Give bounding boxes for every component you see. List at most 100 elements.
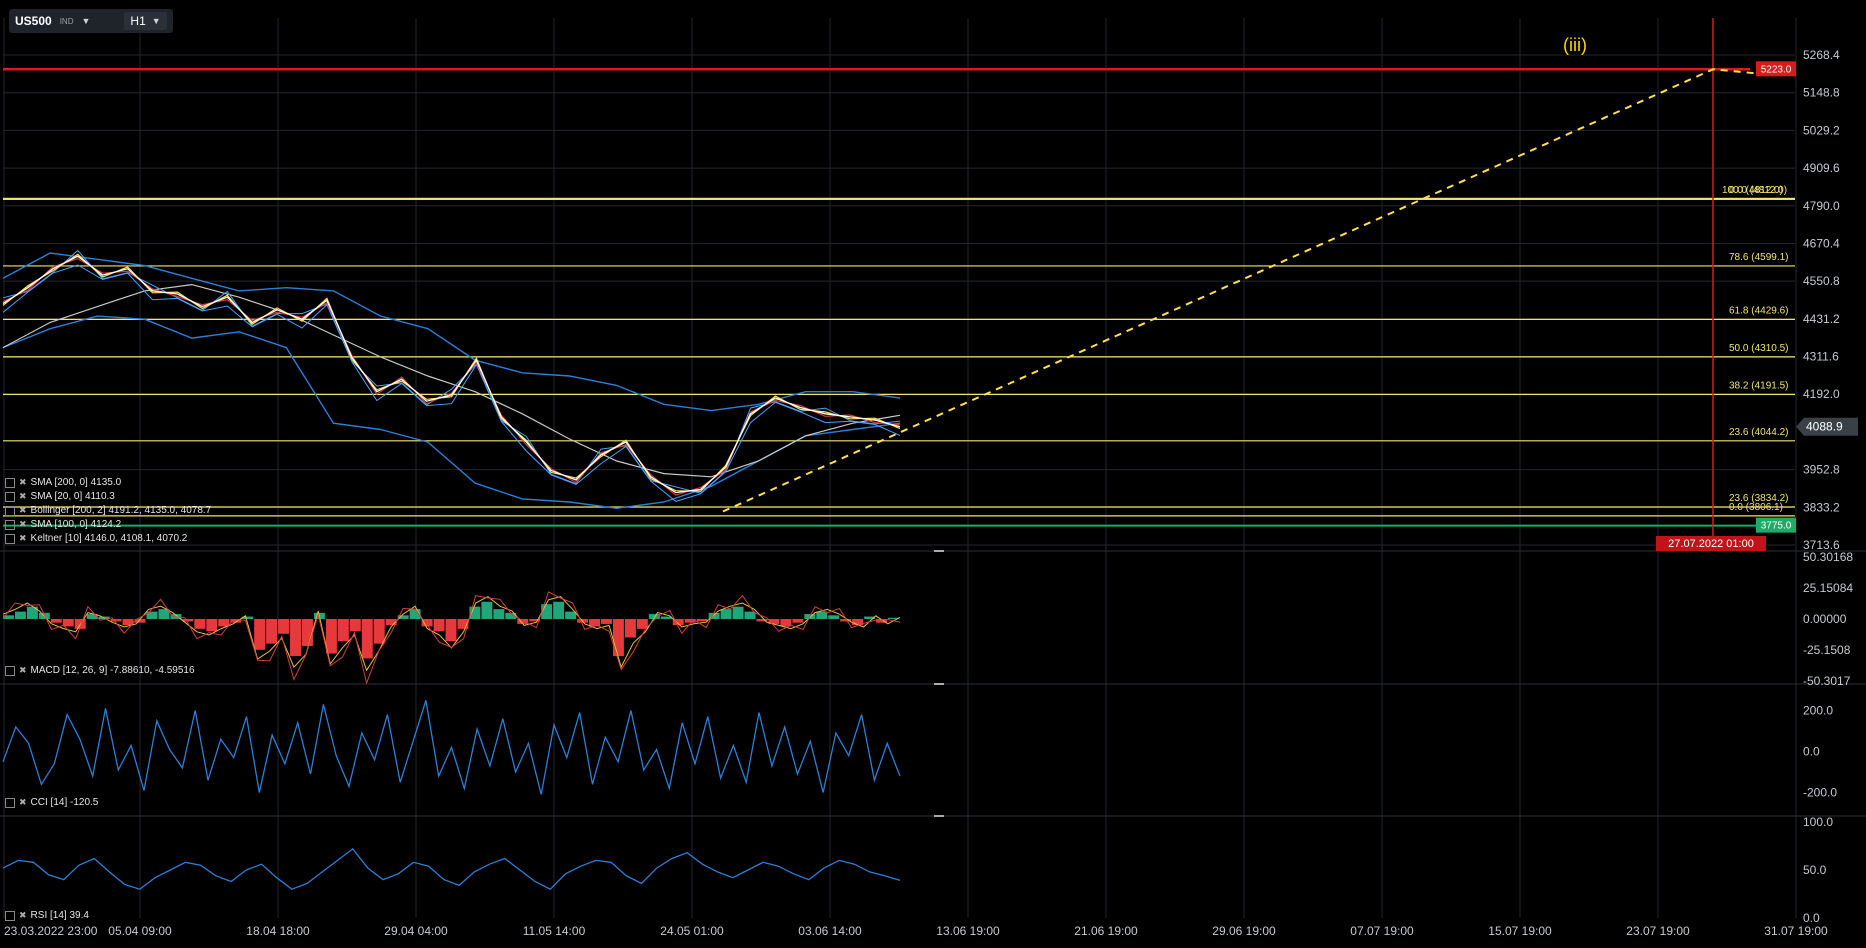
legend-close-icon[interactable]: ✖ bbox=[19, 797, 27, 807]
macd-histogram-bar bbox=[636, 619, 648, 629]
x-tick-label: 07.07 19:00 bbox=[1350, 924, 1414, 938]
current-price-label: 4088.9 bbox=[1806, 420, 1843, 434]
x-tick-label: 18.04 18:00 bbox=[246, 924, 310, 938]
y-tick-label: 4909.6 bbox=[1803, 161, 1840, 175]
cci-y-tick-label: -200.0 bbox=[1803, 786, 1837, 800]
cursor-date-tag bbox=[1656, 536, 1766, 551]
legend-close-icon[interactable]: ✖ bbox=[19, 491, 27, 501]
rsi-line bbox=[2, 847, 901, 890]
macd-histogram-bar bbox=[720, 609, 732, 619]
legend-settings-icon[interactable] bbox=[5, 533, 15, 544]
macd-histogram-bar bbox=[182, 619, 194, 622]
legend-settings-icon[interactable] bbox=[5, 519, 15, 530]
legend-settings-icon[interactable] bbox=[5, 797, 15, 808]
macd-histogram-bar bbox=[469, 606, 481, 619]
sma-20-line bbox=[2, 258, 901, 496]
macd-histogram-bar bbox=[840, 619, 852, 622]
legend-rsi[interactable]: ✖ RSI [14] 39.4 bbox=[5, 910, 89, 921]
fib-level-label: 78.6 (4599.1) bbox=[1729, 252, 1789, 263]
rsi-y-tick-label: 50.0 bbox=[1803, 863, 1827, 877]
macd-histogram-bar bbox=[254, 619, 266, 650]
macd-histogram-bar bbox=[888, 617, 899, 619]
legend-sma-100[interactable]: ✖ SMA [100, 0] 4124.2 bbox=[5, 519, 121, 530]
fib-level-label: 61.8 (4429.6) bbox=[1729, 305, 1789, 316]
target-price-tag bbox=[1756, 61, 1796, 77]
timeframe-label: H1 bbox=[130, 14, 146, 28]
bollinger-upper-line bbox=[2, 252, 901, 412]
current-price-tag bbox=[1796, 417, 1858, 436]
macd-histogram-bar bbox=[624, 619, 636, 638]
legend-macd[interactable]: ✖ MACD [12, 26, 9] -7.88610, -4.59516 bbox=[5, 665, 195, 676]
timeframe-selector[interactable]: H1 ▼ bbox=[124, 12, 167, 30]
macd-histogram-bar bbox=[230, 619, 242, 623]
support-price-tag bbox=[1756, 517, 1796, 533]
macd-histogram-bar bbox=[421, 619, 433, 627]
legend-close-icon[interactable]: ✖ bbox=[19, 665, 27, 675]
legend-label: MACD [12, 26, 9] -7.88610, -4.59516 bbox=[30, 665, 195, 676]
macd-histogram-bar bbox=[86, 614, 98, 619]
macd-y-tick-label: 50.30168 bbox=[1803, 550, 1853, 564]
macd-histogram-bar bbox=[864, 616, 876, 619]
symbol-type: IND bbox=[59, 16, 74, 26]
macd-histogram-bar bbox=[3, 615, 14, 619]
rsi-y-tick-label: 100.0 bbox=[1803, 815, 1833, 829]
price-line bbox=[2, 255, 901, 494]
x-tick-label: 29.04 04:00 bbox=[384, 924, 448, 938]
legend-bollinger[interactable]: ✖ Bollinger [200, 2] 4191.2, 4135.0, 4078… bbox=[5, 505, 211, 516]
x-tick-label: 23.07 19:00 bbox=[1626, 924, 1690, 938]
legend-label: CCI [14] -120.5 bbox=[30, 797, 99, 808]
macd-histogram-bar bbox=[361, 619, 373, 659]
macd-histogram-bar bbox=[768, 619, 780, 624]
macd-histogram-bar bbox=[708, 612, 720, 619]
macd-histogram-bar bbox=[529, 619, 541, 622]
cci-line bbox=[2, 700, 901, 795]
legend-close-icon[interactable]: ✖ bbox=[19, 910, 27, 920]
macd-histogram-bar bbox=[158, 609, 170, 619]
x-tick-label: 21.06 19:00 bbox=[1074, 924, 1138, 938]
macd-histogram-bar bbox=[744, 611, 756, 619]
macd-histogram-bar bbox=[517, 619, 529, 624]
legend-close-icon[interactable]: ✖ bbox=[19, 477, 27, 487]
macd-histogram-bar bbox=[696, 619, 708, 622]
macd-histogram-bar bbox=[589, 619, 600, 627]
y-tick-label: 4192.0 bbox=[1803, 387, 1840, 401]
symbol-name[interactable]: US500 bbox=[15, 14, 52, 28]
legend-label: Bollinger [200, 2] 4191.2, 4135.0, 4078.… bbox=[30, 505, 212, 516]
macd-histogram-bar bbox=[648, 614, 660, 619]
legend-close-icon[interactable]: ✖ bbox=[19, 533, 27, 543]
legend-close-icon[interactable]: ✖ bbox=[19, 505, 27, 515]
macd-histogram-bar bbox=[672, 619, 684, 626]
symbol-dropdown-icon[interactable]: ▼ bbox=[81, 16, 91, 26]
legend-settings-icon[interactable] bbox=[5, 910, 15, 921]
fib-level-label: 23.6 (4044.2) bbox=[1729, 427, 1789, 438]
macd-histogram-bar bbox=[302, 619, 313, 647]
y-tick-label: 3833.2 bbox=[1803, 500, 1840, 514]
macd-histogram-bar bbox=[445, 619, 457, 642]
legend-close-icon[interactable]: ✖ bbox=[19, 519, 27, 529]
legend-sma-200[interactable]: ✖ SMA [200, 0] 4135.0 bbox=[5, 477, 121, 488]
macd-y-tick-label: 25.15084 bbox=[1803, 581, 1853, 595]
macd-histogram-bar bbox=[218, 619, 230, 627]
legend-sma-20[interactable]: ✖ SMA [20, 0] 4110.3 bbox=[5, 491, 115, 502]
legend-keltner[interactable]: ✖ Keltner [10] 4146.0, 4108.1, 4070.2 bbox=[5, 533, 187, 544]
legend-settings-icon[interactable] bbox=[5, 505, 15, 516]
macd-histogram-bar bbox=[433, 619, 445, 632]
legend-cci[interactable]: ✖ CCI [14] -120.5 bbox=[5, 797, 98, 808]
macd-histogram-bar bbox=[278, 619, 290, 634]
fib-level-label: 38.2 (4191.5) bbox=[1729, 380, 1789, 391]
legend-settings-icon[interactable] bbox=[5, 665, 15, 676]
macd-y-tick-label: -50.3017 bbox=[1803, 674, 1851, 688]
macd-histogram-bar bbox=[26, 606, 38, 619]
sma-100-line bbox=[2, 283, 901, 478]
macd-histogram-bar bbox=[50, 619, 62, 623]
legend-settings-icon[interactable] bbox=[5, 477, 15, 488]
axis-labels: 23.03.2022 23:00 05.04 09:00 18.04 18:00 29… bbox=[4, 48, 1853, 938]
macd-histogram-bar bbox=[409, 609, 421, 619]
macd-histogram-bar bbox=[541, 604, 553, 619]
bollinger-lower-line bbox=[2, 315, 901, 510]
wave-label: (iii) bbox=[1563, 35, 1587, 55]
legend-settings-icon[interactable] bbox=[5, 491, 15, 502]
y-tick-label: 4550.8 bbox=[1803, 274, 1840, 288]
x-tick-label: 15.07 19:00 bbox=[1488, 924, 1552, 938]
